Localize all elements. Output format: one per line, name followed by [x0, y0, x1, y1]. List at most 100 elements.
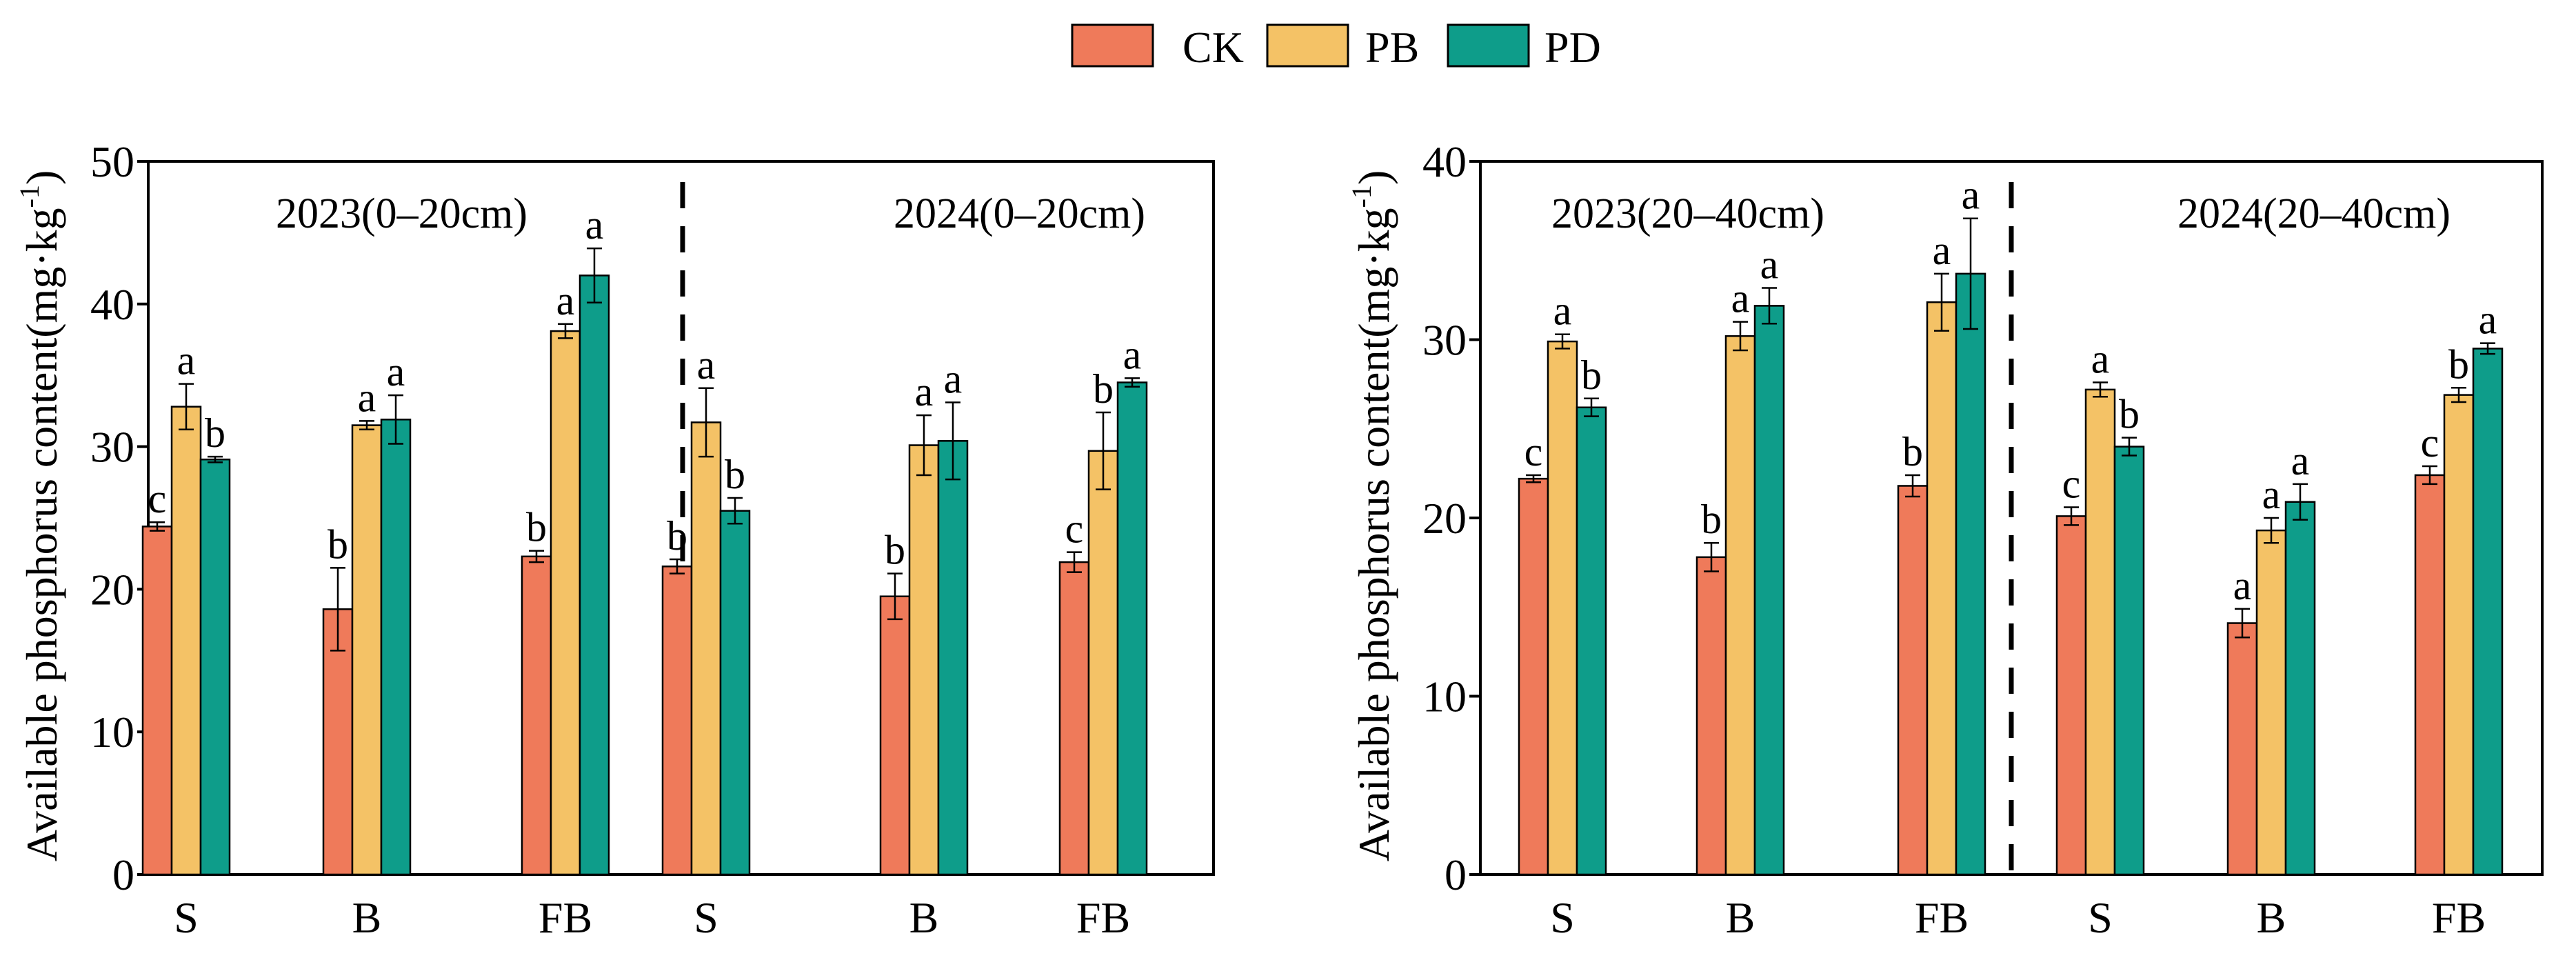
significance-letter: b — [1902, 429, 1923, 474]
x-category-label: S — [2088, 893, 2113, 942]
y-tick-label: 10 — [1422, 672, 1467, 721]
significance-letter: c — [1065, 506, 1084, 552]
significance-letter: a — [2262, 472, 2281, 517]
y-tick-label: 20 — [1422, 494, 1467, 543]
legend: CK PB PD — [1071, 23, 1601, 72]
bar-ck — [1897, 485, 1929, 876]
bar-ck — [1058, 561, 1090, 876]
significance-letter: a — [556, 278, 575, 323]
bar-pb — [351, 424, 383, 876]
x-category-label: FB — [2432, 893, 2486, 942]
x-category-label: FB — [1076, 893, 1130, 942]
y-axis-label-close: ) — [17, 170, 66, 185]
bar-pb — [170, 406, 202, 876]
y-tick-label: 0 — [112, 850, 134, 899]
significance-letter: a — [2291, 438, 2310, 483]
bar-ck — [2055, 515, 2087, 876]
significance-letter: b — [725, 452, 745, 497]
x-category-label: S — [174, 893, 199, 942]
x-category-label: S — [694, 893, 718, 942]
bar-pb — [908, 444, 940, 876]
x-category-label: B — [1726, 893, 1755, 942]
y-tick-label: 30 — [90, 423, 134, 472]
y-axis-label-superscript: -1 — [14, 185, 45, 208]
significance-letter: b — [2448, 341, 2469, 387]
legend-swatch-pb — [1266, 23, 1349, 68]
significance-letter: b — [667, 513, 687, 559]
bar-pd — [2284, 501, 2316, 876]
bar-ck — [141, 526, 173, 876]
significance-letter: a — [1760, 242, 1779, 288]
y-tick-label: 40 — [90, 280, 134, 329]
significance-letter: a — [1553, 288, 1572, 334]
group-label-2024: 2024(0–20cm) — [894, 190, 1145, 237]
bar-pb — [1087, 450, 1119, 876]
group-label-2023: 2023(0–20cm) — [276, 190, 527, 237]
x-category-label: FB — [1915, 893, 1969, 942]
x-category-label: S — [1550, 893, 1575, 942]
significance-letter: a — [1962, 172, 1980, 218]
bar-ck — [1695, 556, 1727, 876]
significance-letter: b — [1581, 352, 1602, 398]
significance-letter: a — [585, 202, 604, 248]
significance-letter: b — [885, 528, 905, 573]
bar-pb — [1724, 335, 1756, 876]
significance-letter: c — [2421, 420, 2439, 466]
y-axis-label-main: Available phosphorus content(mg·kg — [17, 208, 66, 861]
significance-letter: a — [1731, 276, 1750, 321]
significance-letter: a — [1123, 332, 1142, 377]
legend-swatch-ck — [1071, 23, 1154, 68]
bar-pd — [1116, 381, 1148, 876]
y-axis-label: Available phosphorus content(mg·kg-1) — [1346, 170, 1398, 862]
y-axis-label-main: Available phosphorus content(mg·kg — [1349, 208, 1398, 861]
bar-pb — [1926, 301, 1958, 876]
bar-pd — [199, 458, 231, 876]
bar-pd — [2113, 446, 2145, 876]
bar-ck — [879, 595, 911, 876]
significance-letter: a — [358, 374, 376, 420]
bar-pb — [2443, 394, 2475, 876]
significance-letter: b — [526, 505, 547, 550]
bar-ck — [661, 566, 693, 876]
bar-pb — [2255, 529, 2287, 876]
significance-letter: b — [328, 521, 348, 567]
significance-letter: a — [2091, 337, 2110, 382]
significance-letter: c — [148, 476, 167, 521]
y-tick-label: 40 — [1422, 137, 1467, 186]
x-category-label: B — [2257, 893, 2286, 942]
significance-letter: c — [1525, 429, 1543, 474]
bar-ck — [2226, 622, 2258, 876]
bar-pd — [937, 440, 969, 876]
bar-pd — [1753, 305, 1785, 876]
bar-pb — [1547, 340, 1578, 876]
significance-letter: b — [1701, 497, 1722, 542]
bar-pb — [690, 421, 722, 876]
y-axis-label: Available phosphorus content(mg·kg-1) — [14, 170, 66, 862]
bar-ck — [1518, 477, 1549, 876]
y-tick-label: 10 — [90, 708, 134, 757]
significance-letter: a — [387, 349, 405, 394]
x-category-label: FB — [539, 893, 592, 942]
significance-letter: b — [205, 410, 225, 456]
significance-letter: a — [2233, 563, 2252, 608]
significance-letter: a — [1933, 228, 1951, 273]
legend-label-ck: CK — [1183, 23, 1244, 72]
y-tick-label: 30 — [1422, 316, 1467, 365]
bar-ck — [521, 555, 552, 876]
legend-swatch-pd — [1447, 23, 1530, 68]
bar-pb — [2084, 388, 2116, 876]
legend-label-pb: PB — [1365, 23, 1419, 72]
y-axis-label-close: ) — [1349, 170, 1398, 185]
chart-panel-topsoil: Available phosphorus content(mg·kg-1) 20… — [14, 137, 1215, 942]
significance-letter: a — [697, 342, 716, 388]
x-category-label: B — [352, 893, 382, 942]
significance-letter: a — [2479, 297, 2497, 343]
y-axis-label-superscript: -1 — [1346, 185, 1377, 208]
bar-pd — [1576, 406, 1607, 876]
chart-panel-subsoil: Available phosphorus content(mg·kg-1) 20… — [1346, 137, 2544, 942]
x-category-label: B — [909, 893, 939, 942]
bar-pd — [719, 510, 751, 876]
significance-letter: b — [2119, 392, 2140, 437]
significance-letter: a — [944, 356, 963, 401]
